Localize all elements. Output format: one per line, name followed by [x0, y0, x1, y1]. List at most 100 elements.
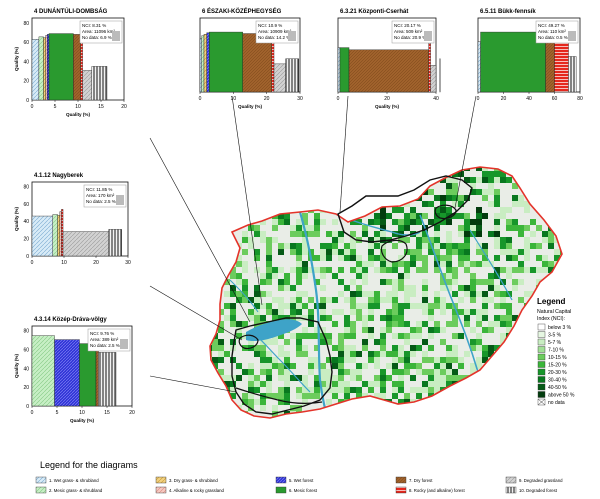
- legend-item-label: 3-5 %: [548, 333, 562, 339]
- nci-cell: [542, 177, 548, 183]
- nci-cell: [434, 249, 440, 255]
- nci-cell: [494, 303, 500, 309]
- nci-cell: [380, 207, 386, 213]
- nci-cell: [476, 167, 482, 171]
- nci-cell: [536, 225, 542, 231]
- nci-cell: [210, 167, 212, 171]
- nci-cell: [308, 321, 314, 327]
- diagram-legend-swatch: [35, 476, 47, 484]
- nci-cell: [446, 381, 452, 387]
- nci-cell: [500, 393, 506, 399]
- nci-cell: [512, 285, 518, 291]
- nci-cell: [224, 183, 230, 189]
- nci-cell: [266, 249, 272, 255]
- nci-cell: [518, 177, 524, 183]
- nci-cell: [542, 201, 548, 207]
- y-tick-label: 0: [26, 404, 29, 410]
- nci-cell: [404, 183, 410, 189]
- nci-cell: [440, 195, 446, 201]
- bar-category-8: [428, 42, 431, 93]
- nci-cell: [332, 231, 338, 237]
- nci-cell: [428, 201, 434, 207]
- nci-cell: [368, 387, 374, 393]
- nci-cell: [236, 291, 242, 297]
- nci-cell: [290, 297, 296, 303]
- nci-cell: [338, 249, 344, 255]
- nci-cell: [230, 411, 236, 417]
- nci-cell: [524, 417, 530, 418]
- nci-cell: [224, 237, 230, 243]
- nci-cell: [368, 303, 374, 309]
- nci-cell: [362, 273, 368, 279]
- legend-item-label: above 50 %: [548, 393, 575, 399]
- nci-cell: [452, 213, 458, 219]
- nci-cell: [320, 297, 326, 303]
- nci-cell: [314, 231, 320, 237]
- nci-cell: [230, 285, 236, 291]
- nci-cell: [248, 393, 254, 399]
- legend-swatch: [537, 353, 546, 361]
- nci-cell: [332, 363, 338, 369]
- nci-cell: [506, 387, 512, 393]
- nci-cell: [482, 357, 488, 363]
- nci-cell: [422, 387, 428, 393]
- nci-cell: [224, 279, 230, 285]
- nci-cell: [452, 411, 458, 417]
- nci-cell: [554, 273, 560, 279]
- nci-cell: [272, 267, 278, 273]
- nci-cell: [416, 219, 422, 225]
- nci-cell: [260, 237, 266, 243]
- nci-cell: [434, 231, 440, 237]
- nci-cell: [296, 273, 302, 279]
- nci-cell: [410, 219, 416, 225]
- nci-cell: [212, 167, 218, 171]
- nci-cell: [476, 207, 482, 213]
- nci-cell: [476, 231, 482, 237]
- nci-cell: [536, 279, 542, 285]
- legend-swatch: [537, 391, 546, 398]
- nci-cell: [248, 171, 254, 177]
- x-tick-label: 10: [231, 96, 237, 102]
- nci-cell: [254, 249, 260, 255]
- nci-cell: [440, 243, 446, 249]
- nci-cell: [422, 369, 428, 375]
- nci-cell: [446, 363, 452, 369]
- nci-cell: [260, 357, 266, 363]
- nci-cell: [500, 399, 506, 405]
- nci-cell: [290, 171, 296, 177]
- bar-category-2: [31, 335, 55, 407]
- y-axis-label: Quality (%): [14, 207, 19, 231]
- stats-box: [535, 20, 579, 44]
- nci-cell: [230, 303, 236, 309]
- nci-cell: [428, 417, 434, 418]
- nci-cell: [416, 333, 422, 339]
- nci-cell: [404, 357, 410, 363]
- nci-cell: [518, 393, 524, 399]
- nci-cell: [210, 183, 212, 189]
- nci-cell: [278, 375, 284, 381]
- nci-cell: [476, 399, 482, 405]
- nci-cell: [560, 279, 562, 285]
- nci-cell: [500, 171, 506, 177]
- nci-cell: [260, 213, 266, 219]
- nci-cell: [278, 267, 284, 273]
- nci-cell: [362, 207, 368, 213]
- nci-cell: [488, 279, 494, 285]
- y-tick-label: 60: [23, 40, 29, 46]
- nci-cell: [362, 345, 368, 351]
- nci-cell: [446, 279, 452, 285]
- nci-cell: [242, 393, 248, 399]
- nci-cell: [524, 345, 530, 351]
- nci-cell: [224, 255, 230, 261]
- y-tick-label: 60: [23, 348, 29, 354]
- nci-cell: [308, 411, 314, 417]
- nci-cell: [272, 167, 278, 171]
- nci-cell: [362, 231, 368, 237]
- nci-cell: [272, 411, 278, 417]
- bar-category-1: [337, 47, 341, 93]
- nci-cell: [512, 399, 518, 405]
- nci-cell: [392, 309, 398, 315]
- nci-cell: [374, 219, 380, 225]
- nci-cell: [224, 351, 230, 357]
- nci-cell: [380, 279, 386, 285]
